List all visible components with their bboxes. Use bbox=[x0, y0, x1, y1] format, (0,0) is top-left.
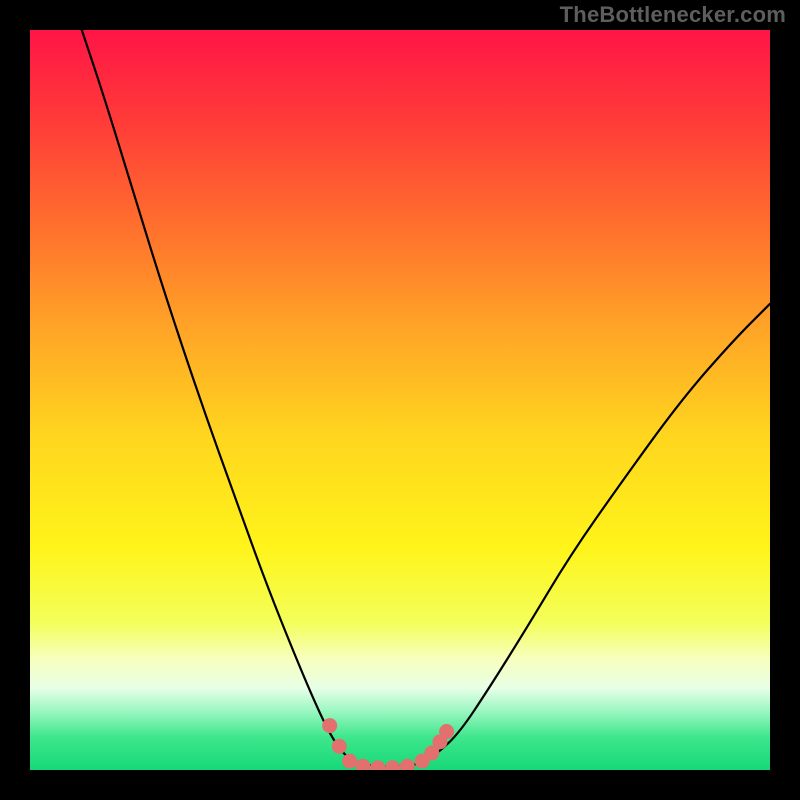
watermark-text: TheBottlenecker.com bbox=[560, 2, 786, 28]
optimal-marker bbox=[400, 759, 415, 770]
optimal-marker bbox=[385, 760, 400, 770]
optimal-marker bbox=[332, 739, 347, 754]
optimal-marker bbox=[342, 754, 357, 769]
optimal-marker bbox=[439, 724, 454, 739]
plot-area bbox=[30, 30, 770, 770]
bottleneck-curve bbox=[82, 30, 770, 767]
optimal-marker bbox=[322, 718, 337, 733]
optimal-marker bbox=[370, 760, 385, 770]
canvas-root: TheBottlenecker.com bbox=[0, 0, 800, 800]
chart-svg bbox=[30, 30, 770, 770]
optimal-marker bbox=[356, 759, 371, 770]
